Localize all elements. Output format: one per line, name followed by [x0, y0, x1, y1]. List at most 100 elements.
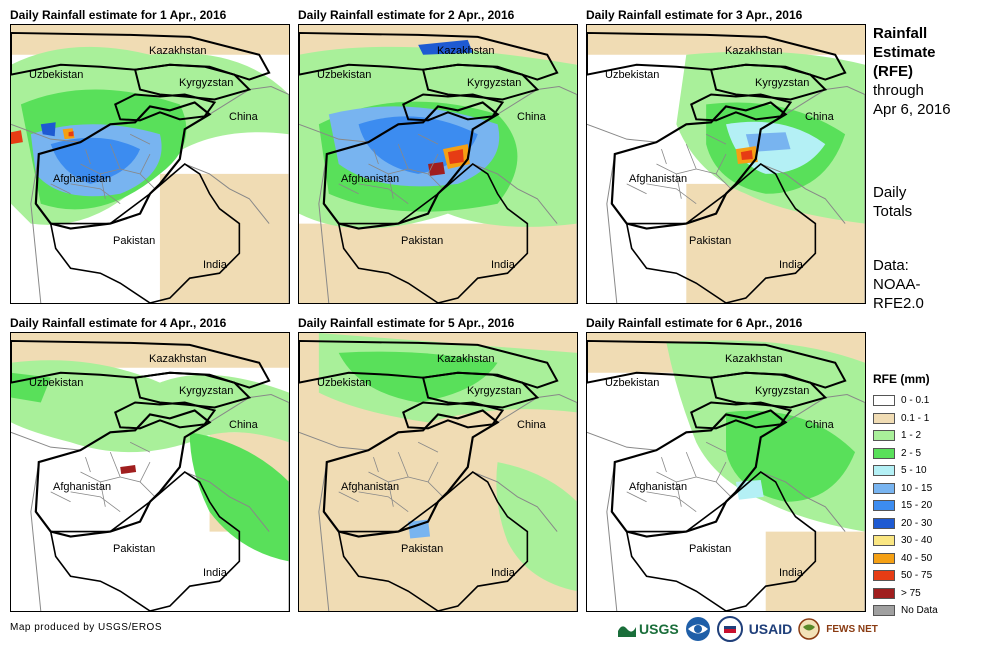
rainfall-map: Kazakhstan Kyrgyzstan Uzbekistan China Afgha…: [298, 332, 578, 612]
map-label-afghanistan: Afghanistan: [53, 481, 112, 493]
kyrgyzstan-boundary: [421, 371, 540, 409]
legend-swatch: [873, 395, 895, 407]
legend-swatch: [873, 570, 895, 582]
legend-swatch: [873, 412, 895, 424]
afghanistan-boundary: [322, 409, 500, 538]
map-label-kazakhstan: Kazakhstan: [149, 353, 207, 365]
legend-label: 40 - 50: [901, 552, 933, 564]
pakistan-boundary: [337, 471, 529, 611]
map-label-india: India: [779, 567, 803, 579]
country-boundary-line: [606, 461, 618, 611]
kyrgyzstan-boundary: [133, 371, 252, 409]
legend-items: 0 - 0.1 0.1 - 1 1 - 2 2 - 5 5 - 10 10 - 15 15 …: [873, 392, 973, 620]
rainfall-area: [765, 531, 865, 611]
map-label-pakistan: Pakistan: [401, 543, 444, 555]
country-boundary-line: [587, 431, 657, 451]
side-title: Rainfall Estimate (RFE) through Apr 6, 2…: [873, 24, 951, 119]
kyrgyzstan-boundary: [421, 63, 540, 101]
map-label-china: China: [517, 419, 546, 431]
side-title-line: Estimate: [873, 44, 936, 61]
rainfall-map-svg: [11, 25, 289, 303]
rainfall-area: [11, 130, 23, 145]
map-label-india: India: [779, 259, 803, 271]
country-boundary-line: [785, 394, 865, 611]
panel-title: Daily Rainfall estimate for 1 Apr., 2016: [10, 8, 227, 22]
rainfall-area: [726, 410, 856, 502]
legend-label: 15 - 20: [901, 500, 933, 512]
map-label-kazakhstan: Kazakhstan: [437, 353, 495, 365]
kyrgyzstan-boundary: [709, 371, 828, 409]
map-label-pakistan: Pakistan: [401, 235, 444, 247]
legend-item: 1 - 2: [873, 427, 973, 445]
fews-net-logo: FEWS NET: [826, 623, 878, 635]
rainfall-map-svg: [587, 25, 865, 303]
rainfall-area: [11, 360, 289, 453]
legend-swatch: [873, 605, 895, 617]
rainfall-area: [299, 223, 577, 303]
legend-label: 30 - 40: [901, 535, 933, 547]
country-boundary-line: [497, 394, 577, 611]
side-title-line: Rainfall: [873, 25, 928, 42]
side-data-line: Data:: [873, 257, 909, 274]
country-boundary-line: [472, 163, 558, 224]
panel-title: Daily Rainfall estimate for 3 Apr., 2016: [586, 8, 803, 22]
kazakhstan-boundary: [11, 339, 271, 389]
legend-swatch: [873, 517, 895, 529]
rainfall-area: [120, 465, 137, 474]
rainfall-area: [159, 173, 289, 303]
legend-swatch: [873, 500, 895, 512]
kyrgyzstan-boundary: [709, 63, 828, 101]
rainfall-map-svg: [11, 333, 289, 611]
legend-item: 5 - 10: [873, 462, 973, 480]
usgs-logo: USGS: [618, 621, 679, 637]
pakistan-boundary: [337, 163, 529, 303]
side-data-line: NOAA-: [873, 276, 921, 293]
afghanistan-boundary: [34, 409, 212, 538]
province-boundaries: [50, 133, 156, 205]
legend-swatch: [873, 465, 895, 477]
rainfall-area: [408, 519, 431, 539]
map-label-kyrgyzstan: Kyrgyzstan: [179, 385, 234, 397]
legend-label: > 75: [901, 587, 921, 599]
map-label-kazakhstan: Kazakhstan: [725, 353, 783, 365]
map-label-kyrgyzstan: Kyrgyzstan: [755, 77, 810, 89]
legend-item: 0.1 - 1: [873, 410, 973, 428]
usgs-text: USGS: [639, 621, 679, 637]
country-boundary-line: [299, 431, 369, 451]
legend: RFE (mm) 0 - 0.1 0.1 - 1 1 - 2 2 - 5 5 - 10 1…: [873, 372, 973, 620]
map-label-india: India: [491, 567, 515, 579]
afghanistan-boundary: [322, 101, 500, 230]
rainfall-map-svg: [299, 333, 577, 611]
map-label-uzbekistan: Uzbekistan: [605, 69, 660, 81]
map-label-kyrgyzstan: Kyrgyzstan: [467, 77, 522, 89]
panel-1: Daily Rainfall estimate for 1 Apr., 2016…: [10, 8, 290, 308]
panel-title: Daily Rainfall estimate for 4 Apr., 2016: [10, 316, 227, 330]
pakistan-boundary: [49, 471, 241, 611]
province-boundaries: [626, 133, 732, 205]
map-label-india: India: [203, 259, 227, 271]
legend-swatch: [873, 535, 895, 547]
country-boundary-line: [299, 123, 369, 143]
map-label-uzbekistan: Uzbekistan: [605, 377, 660, 389]
footer-credit: Map produced by USGS/EROS: [10, 622, 163, 633]
map-label-kyrgyzstan: Kyrgyzstan: [467, 385, 522, 397]
side-data-source: Data: NOAA- RFE2.0: [873, 256, 924, 313]
noaa-logo-icon: [685, 617, 710, 641]
legend-swatch: [873, 587, 895, 599]
rainfall-map: Kazakhstan Kyrgyzstan Uzbekistan China Afgha…: [586, 24, 866, 304]
country-boundary-line: [184, 163, 270, 224]
side-totals-line: Daily: [873, 184, 907, 201]
legend-swatch: [873, 447, 895, 459]
side-title-line: (RFE): [873, 63, 913, 80]
map-label-kyrgyzstan: Kyrgyzstan: [179, 77, 234, 89]
legend-swatch: [873, 482, 895, 494]
country-boundary-line: [760, 163, 846, 224]
legend-label: 2 - 5: [901, 447, 922, 459]
map-label-china: China: [805, 419, 834, 431]
logo-strip: USGS USAID FEWS NET: [618, 614, 878, 644]
panel-6: Daily Rainfall estimate for 6 Apr., 2016…: [586, 316, 866, 616]
legend-item: 20 - 30: [873, 515, 973, 533]
country-boundary-line: [318, 153, 330, 303]
map-label-afghanistan: Afghanistan: [629, 481, 688, 493]
panel-5: Daily Rainfall estimate for 5 Apr., 2016…: [298, 316, 578, 616]
